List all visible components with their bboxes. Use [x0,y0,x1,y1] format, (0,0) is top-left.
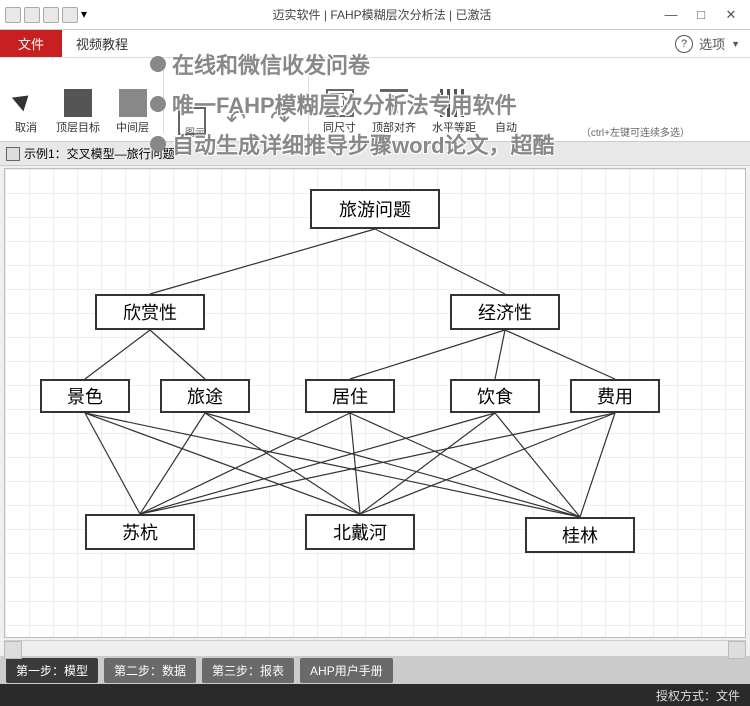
diagram-node[interactable]: 景色 [40,379,130,413]
auto-button[interactable]: 自动 [488,62,524,137]
close-button[interactable]: ✕ [717,5,745,25]
diagram-node[interactable]: 桂林 [525,517,635,553]
step-4-manual[interactable]: AHP用户手册 [300,658,393,683]
diagram-node[interactable]: 经济性 [450,294,560,330]
menu-video-tutorial[interactable]: 视频教程 [62,34,142,53]
step-tabs: 第一步：模型 第二步：数据 第三步：报表 AHP用户手册 [0,656,750,684]
menu-options[interactable]: 选项 [699,34,725,53]
diagram-node[interactable]: 居住 [305,379,395,413]
diagram-node[interactable]: 费用 [570,379,660,413]
top-align-button[interactable]: 顶部对齐 [368,62,420,137]
same-size-label: 同尺寸 [323,119,356,135]
qat-icon[interactable] [43,7,59,23]
diagram-node[interactable]: 旅游问题 [310,189,440,229]
top-goal-button[interactable]: 顶层目标 [52,62,104,137]
mid-layer-label: 中间层 [116,119,149,135]
top-goal-label: 顶层目标 [56,119,100,135]
redo-icon [266,107,294,135]
qat-icon[interactable]: ▾ [81,7,97,23]
maximize-button[interactable]: □ [687,5,715,25]
menubar: 文件 视频教程 ? 选项 ▼ [0,30,750,58]
cancel-label: 取消 [15,119,37,135]
top-goal-icon [64,89,92,117]
horizontal-scrollbar[interactable] [4,640,746,656]
diagram-node[interactable]: 旅途 [160,379,250,413]
redo-button[interactable] [262,62,298,137]
window-title: 迈实软件 | FAHP模糊层次分析法 | 已激活 [107,6,657,23]
qat-icon[interactable] [24,7,40,23]
cancel-button[interactable]: 取消 [8,62,44,137]
align-icon [380,89,408,117]
size-icon [326,89,354,117]
license-status: 授权方式：文件 [656,687,740,704]
minimize-button[interactable]: — [657,5,685,25]
cube-icon [6,147,20,161]
h-space-button[interactable]: 水平等距 [428,62,480,137]
window-buttons: — □ ✕ [657,5,745,25]
step-2-data[interactable]: 第二步：数据 [104,658,196,683]
undo-icon [222,107,250,135]
qat-save-icon[interactable] [62,7,78,23]
undo-button[interactable] [218,62,254,137]
mid-layer-icon [119,89,147,117]
h-space-label: 水平等距 [432,119,476,135]
same-size-button[interactable]: 同尺寸 [319,62,360,137]
auto-label: 自动 [495,119,517,135]
titlebar: ▾ 迈实软件 | FAHP模糊层次分析法 | 已激活 — □ ✕ [0,0,750,30]
qat-icon[interactable] [5,7,21,23]
quick-access-toolbar: ▾ [5,7,97,23]
menu-file[interactable]: 文件 [0,30,62,57]
auto-icon [492,89,520,117]
diagram-node[interactable]: 欣赏性 [95,294,205,330]
canvas[interactable]: 旅游问题欣赏性 经济性景色旅途 居住 饮食费用苏杭 北戴河 桂林 [4,168,746,638]
diagram-node[interactable]: 苏杭 [85,514,195,550]
ribbon: 取消 顶层目标 中间层 同尺寸 顶部对齐 水平等距 自动 图示 （ctrl+左键… [0,58,750,142]
pointer-icon [12,89,40,117]
diagram-node[interactable]: 北戴河 [305,514,415,550]
ribbon-group-graphic: 图示 [185,124,205,139]
document-tab-label: 示例1：交叉模型—旅行问题 [24,145,175,162]
hierarchy-diagram: 旅游问题欣赏性 经济性景色旅途 居住 饮食费用苏杭 北戴河 桂林 [5,169,745,637]
mid-layer-button[interactable]: 中间层 [112,62,153,137]
dropdown-icon[interactable]: ▼ [731,39,740,49]
diagram-node[interactable]: 饮食 [450,379,540,413]
bars-icon [440,89,468,117]
document-tab[interactable]: 示例1：交叉模型—旅行问题 [0,142,750,166]
step-3-report[interactable]: 第三步：报表 [202,658,294,683]
step-1-model[interactable]: 第一步：模型 [6,658,98,683]
ribbon-hint: （ctrl+左键可连续多选） [581,124,690,139]
top-align-label: 顶部对齐 [372,119,416,135]
help-icon[interactable]: ? [675,35,693,53]
statusbar: 授权方式：文件 [0,684,750,706]
